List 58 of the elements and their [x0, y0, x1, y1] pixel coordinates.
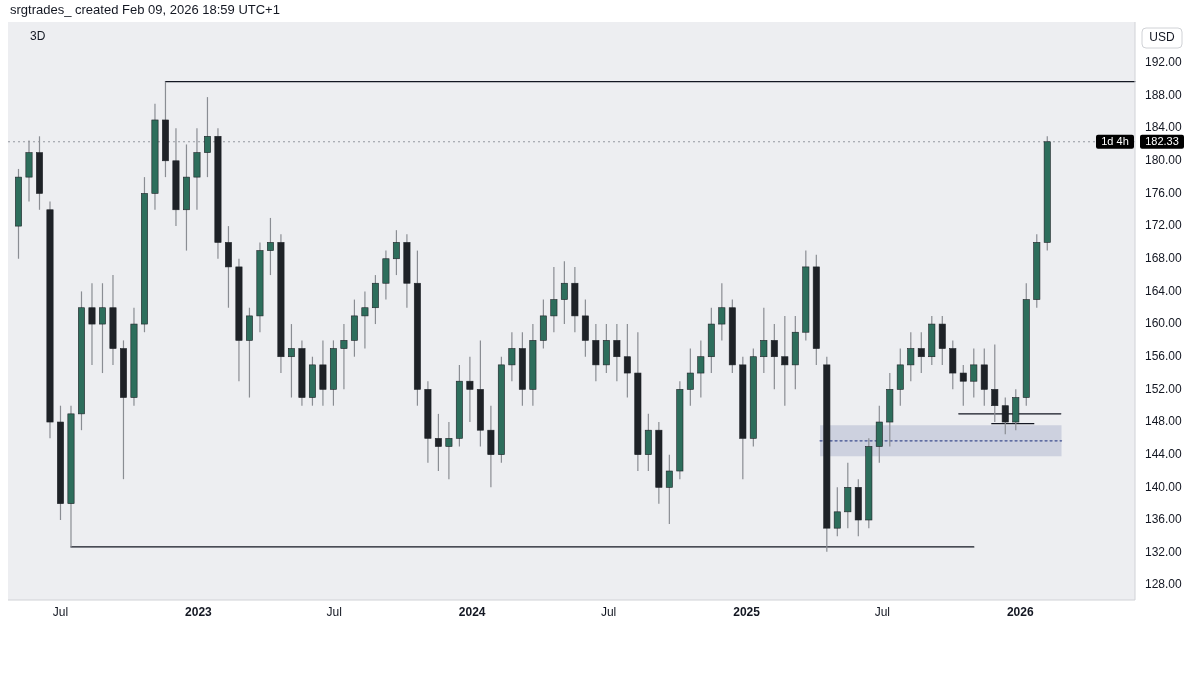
- candlestick: [760, 307, 768, 374]
- candlestick: [917, 331, 925, 374]
- candlestick: [718, 282, 726, 341]
- candlestick: [445, 421, 453, 480]
- x-tick-label: 2025: [733, 605, 761, 619]
- y-tick-label: 148.00: [1145, 414, 1183, 429]
- y-tick-label: 152.00: [1145, 381, 1183, 396]
- x-tick-label: 2023: [185, 605, 213, 619]
- y-tick-label: 132.00: [1145, 544, 1183, 559]
- x-tick-label: 2026: [1006, 605, 1034, 619]
- candlestick: [781, 315, 789, 407]
- candlestick: [340, 323, 348, 390]
- candlestick: [833, 486, 841, 537]
- candlestick: [434, 413, 442, 472]
- x-tick-label: Jul: [326, 605, 342, 619]
- candlestick: [613, 323, 621, 382]
- candlestick: [560, 260, 568, 325]
- x-tick-label: 2024: [458, 605, 486, 619]
- y-tick-label: 164.00: [1145, 283, 1183, 298]
- text: 3D: [30, 29, 46, 43]
- y-tick-label: 180.00: [1145, 152, 1183, 167]
- candlestick: [959, 364, 967, 407]
- annotation: 1d 4h: [1101, 134, 1129, 147]
- y-tick-label: 168.00: [1145, 250, 1183, 265]
- candlestick: [287, 323, 295, 399]
- candlestick: [361, 290, 369, 350]
- candlestick: [665, 454, 673, 525]
- y-tick-label: 192.00: [1145, 54, 1183, 69]
- y-tick-label: 156.00: [1145, 348, 1183, 363]
- y-tick-label: 188.00: [1145, 87, 1183, 102]
- candlestick: [508, 331, 516, 382]
- candlestick: [970, 347, 978, 399]
- text: srgtrades_ created Feb 09, 2026 18:59 UTC+1: [10, 2, 280, 17]
- y-tick-label: 128.00: [1145, 577, 1183, 592]
- y-tick-label: 144.00: [1145, 446, 1183, 461]
- y-tick-label: 176.00: [1145, 185, 1183, 200]
- y-tick-label: 136.00: [1145, 512, 1183, 527]
- candlestick: [686, 347, 694, 407]
- y-tick-label: 184.00: [1145, 120, 1183, 135]
- candlestick: [266, 217, 274, 276]
- candlestick: [204, 96, 211, 178]
- y-tick-label: 172.00: [1145, 218, 1183, 233]
- candlestick: [770, 323, 778, 390]
- x-tick-label: Jul: [874, 605, 890, 619]
- y-axis-title: USD: [1149, 30, 1175, 45]
- candlestick: [550, 266, 558, 333]
- ref-line-label: 182.33: [1145, 134, 1179, 147]
- candlestick: [392, 229, 400, 276]
- candlestick: [466, 356, 474, 423]
- x-tick-label: Jul: [600, 605, 617, 619]
- candlestick: [623, 323, 631, 399]
- y-tick-label: 160.00: [1145, 316, 1183, 331]
- candlestick: [99, 282, 106, 374]
- candlestick: [88, 282, 96, 366]
- candlestick: [697, 339, 705, 399]
- y-tick-label: 140.00: [1145, 479, 1183, 494]
- x-tick-label: Jul: [52, 605, 69, 619]
- candlestick: [907, 331, 915, 382]
